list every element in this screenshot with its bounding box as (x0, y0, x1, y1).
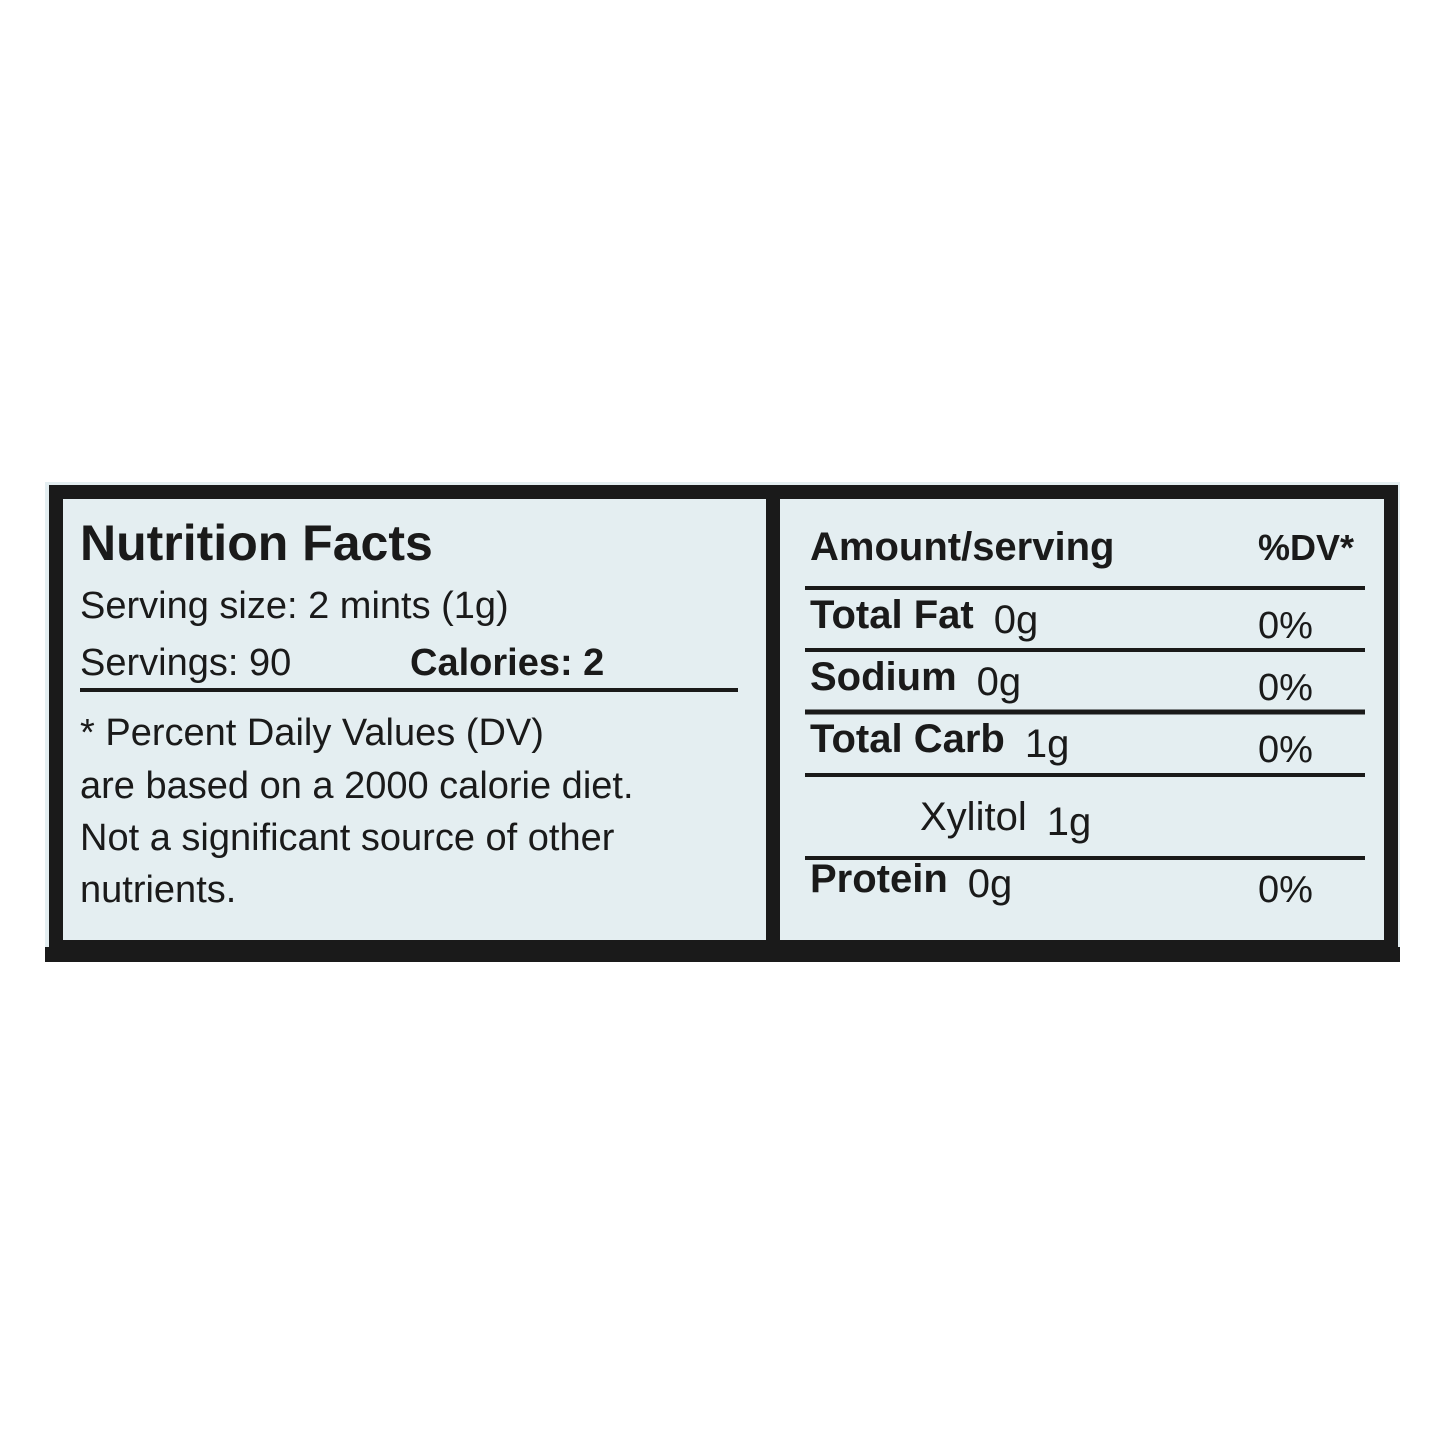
nutrient-amount: 1g (1025, 722, 1070, 766)
nutrient-rows: Total Fat 0g 0%Sodium 0g 0%Total Carb 1g 0%Xyl… (810, 593, 1313, 911)
nutrient-name: Total Carb (810, 717, 1005, 761)
nutrient-name: Sodium (810, 655, 957, 699)
amount-header: Amount/serving (810, 525, 1114, 569)
footnote-line: * Percent Daily Values (DV) (80, 712, 544, 754)
calories: Calories: 2 (410, 642, 604, 684)
nutrient-dv: 0% (1258, 869, 1313, 911)
nutrient-name: Protein (810, 857, 948, 901)
title: Nutrition Facts (80, 515, 433, 571)
nutrient-amount: 0g (994, 598, 1039, 642)
nutrient-dv: 0% (1258, 605, 1313, 647)
nutrient-dv: 0% (1258, 729, 1313, 771)
footnote-line: are based on a 2000 calorie diet. (80, 765, 634, 807)
nutrient-amount: 0g (977, 660, 1022, 704)
dv-header: %DV* (1258, 527, 1354, 568)
footnote-line: Not a significant source of other (80, 817, 615, 859)
nutrient-name: Total Fat (810, 593, 974, 637)
bottom-border (45, 947, 1400, 962)
servings: Servings: 90 (80, 642, 291, 684)
serving-size: Serving size: 2 mints (1g) (80, 585, 509, 627)
footnote-line: nutrients. (80, 869, 236, 911)
nutrient-amount: 0g (968, 862, 1013, 906)
label-background (45, 482, 1400, 962)
nutrient-amount: 1g (1047, 800, 1092, 844)
nutrient-dv: 0% (1258, 667, 1313, 709)
nutrient-name: Xylitol (920, 795, 1027, 839)
